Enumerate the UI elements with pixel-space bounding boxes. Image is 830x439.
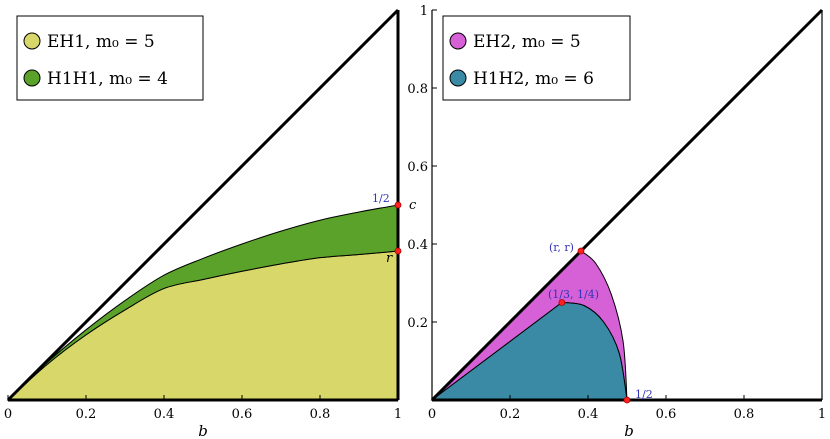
- point-half: [394, 201, 402, 209]
- left-x-tick-label: 0: [4, 407, 12, 422]
- h1h2-region: [430, 301, 628, 401]
- left-x-tick-label: 0.6: [232, 407, 253, 422]
- right-x-tick-label: 1: [818, 407, 826, 422]
- label-r: r: [386, 251, 393, 266]
- right-x-tick-label: 0.4: [578, 407, 599, 422]
- left-diagonal-line: [6, 8, 400, 402]
- y-tick-label: 0.8: [407, 82, 428, 97]
- right-panel: 0 0.2 0.4 0.6 0.8 1 b (r, r) (1/3, 1/4) 1/2 E…: [428, 8, 826, 439]
- left-legend: EH1, m₀ = 5 H1H1, m₀ = 4: [16, 15, 204, 101]
- legend-label-h1h2: H1H2, m₀ = 6: [473, 69, 594, 89]
- point-r: [394, 247, 402, 255]
- legend-swatch-h1h2: [449, 69, 467, 87]
- left-panel: 0 0.2 0.4 0.6 0.8 1 b 1/2 c r EH1, m₀ = 5 H1H…: [4, 8, 417, 439]
- right-x-tick-label: 0: [428, 407, 436, 422]
- right-diagonal-line: [430, 8, 824, 402]
- left-x-axis-label: b: [198, 422, 208, 439]
- right-x-tick-label: 0.2: [500, 407, 521, 422]
- right-legend: EH2, m₀ = 5 H1H2, m₀ = 6: [442, 15, 631, 101]
- right-x-tick-label: 0.8: [734, 407, 755, 422]
- legend-label-eh2: EH2, m₀ = 5: [473, 32, 581, 52]
- left-x-tick-label: 1: [394, 407, 402, 422]
- legend-label-eh1: EH1, m₀ = 5: [47, 32, 155, 52]
- right-y-ticks: 0.2 0.4 0.6 0.8 1: [407, 4, 437, 401]
- point-half-right: [623, 396, 631, 404]
- point-r-r: [577, 247, 585, 255]
- right-x-tick-label: 0.6: [656, 407, 677, 422]
- legend-swatch-h1h1: [23, 69, 41, 87]
- right-x-ticks: 0 0.2 0.4 0.6 0.8 1: [428, 395, 826, 422]
- label-third-quarter: (1/3, 1/4): [548, 288, 599, 301]
- y-tick-label: 0.2: [407, 316, 428, 331]
- legend-swatch-eh2: [449, 32, 467, 50]
- right-x-axis-label: b: [624, 422, 634, 439]
- label-r-r: (r, r): [549, 241, 574, 254]
- y-tick-label: 1: [420, 4, 428, 19]
- legend-label-h1h1: H1H1, m₀ = 4: [47, 69, 168, 89]
- left-x-tick-label: 0.8: [310, 407, 331, 422]
- left-x-tick-label: 0.2: [76, 407, 97, 422]
- label-half: 1/2: [372, 192, 390, 205]
- y-tick-label: 0.4: [407, 238, 428, 253]
- label-c: c: [409, 198, 417, 213]
- left-x-ticks: 0 0.2 0.4 0.6 0.8 1: [4, 395, 402, 422]
- y-tick-label: 0.6: [407, 160, 428, 175]
- left-x-tick-label: 0.4: [154, 407, 175, 422]
- label-half-right: 1/2: [635, 388, 653, 401]
- legend-swatch-eh1: [23, 32, 41, 50]
- point-third-quarter: [558, 299, 566, 306]
